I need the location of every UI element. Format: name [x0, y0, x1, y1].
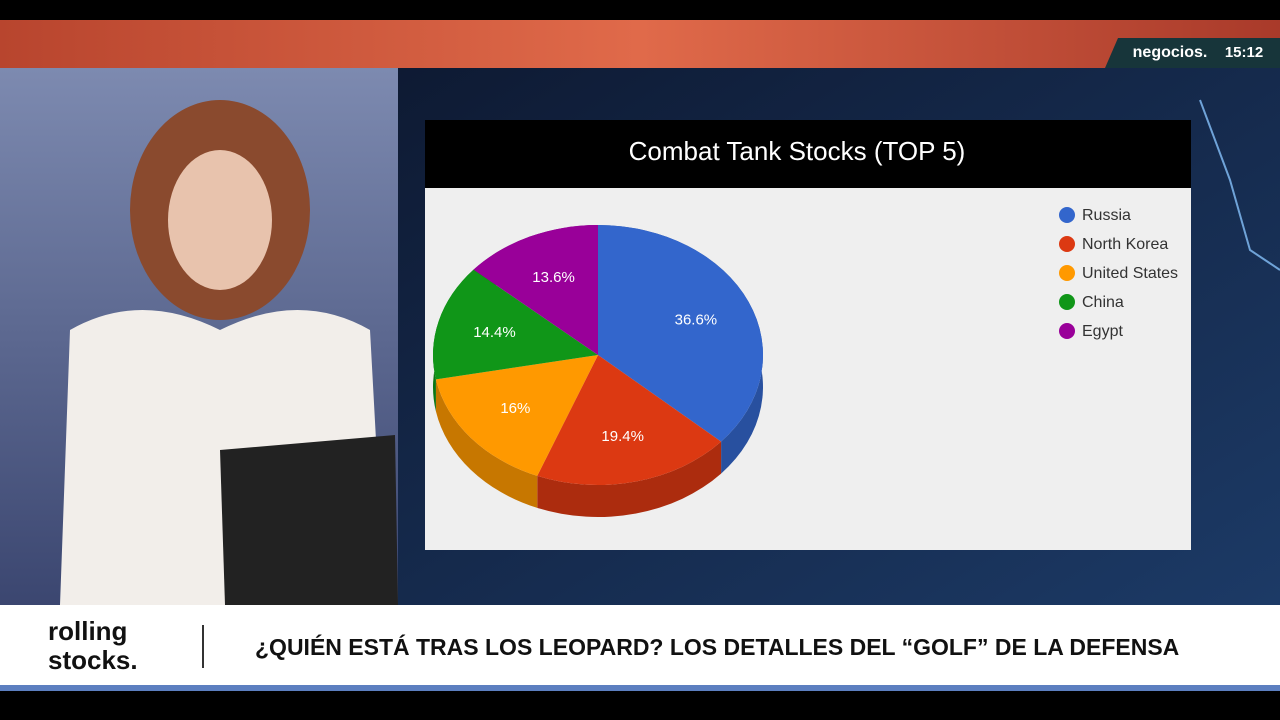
slice-label: 14.4% — [473, 324, 516, 341]
slice — [537, 355, 722, 485]
channel-badge — [1105, 38, 1280, 68]
legend-label: Egypt — [1082, 323, 1123, 340]
slice-side — [537, 441, 722, 517]
slice — [432, 269, 598, 380]
pie: 36.6% 19.4% 16% 14.4% 13.6% — [432, 225, 763, 517]
top-bar — [0, 0, 1280, 20]
slice-label: 36.6% — [675, 311, 718, 328]
slice — [435, 355, 598, 476]
lower-third-border — [0, 685, 1280, 691]
slice — [473, 225, 598, 355]
legend-label: Russia — [1082, 207, 1131, 224]
legend-swatch — [1059, 294, 1075, 310]
legend-swatch — [1059, 207, 1075, 223]
clock: 15:12 — [1225, 44, 1263, 61]
legend-swatch — [1059, 236, 1075, 252]
chart-title: Combat Tank Stocks (TOP 5) — [629, 136, 966, 166]
legend-label: United States — [1082, 265, 1178, 282]
headline: ¿QUIÉN ESTÁ TRAS LOS LEOPARD? LOS DETALL… — [255, 633, 1179, 660]
laptop — [220, 435, 398, 605]
slice-side — [435, 379, 538, 508]
program-name: rolling — [48, 616, 127, 646]
legend-swatch — [1059, 265, 1075, 281]
market-line — [1199, 99, 1280, 271]
presenter-face — [168, 150, 272, 290]
chart-title-bar — [425, 120, 1191, 188]
legend: Russia North Korea United States China Egypt — [1059, 207, 1178, 340]
program-name: stocks. — [48, 645, 138, 675]
lower-third — [0, 605, 1280, 685]
red-banner — [0, 20, 1280, 68]
slice-label: 19.4% — [601, 428, 644, 445]
slice — [598, 225, 763, 442]
slice-label: 16% — [500, 400, 530, 417]
channel-name: negocios. — [1133, 44, 1208, 61]
legend-label: North Korea — [1082, 236, 1168, 253]
legend-label: China — [1082, 294, 1124, 311]
legend-swatch — [1059, 323, 1075, 339]
slice-label: 13.6% — [532, 269, 575, 286]
